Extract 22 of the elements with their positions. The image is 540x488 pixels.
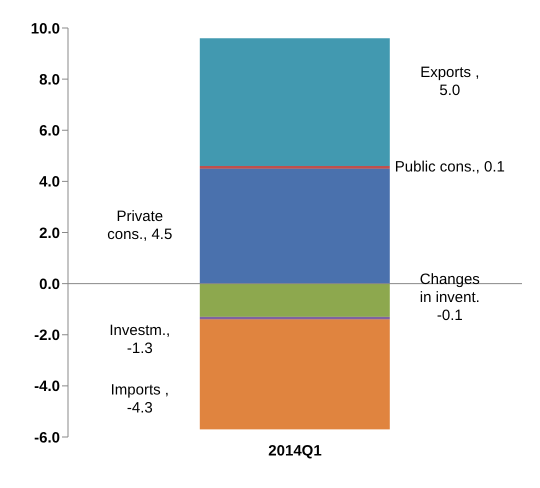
y-tick-label: -2.0 (34, 327, 60, 344)
bar (200, 284, 390, 317)
annotation: Exports , 5.0 (420, 64, 480, 100)
y-tick-label: 10.0 (30, 20, 60, 38)
y-tick-label: 0.0 (39, 276, 60, 293)
bar (200, 319, 390, 430)
y-tick-label: 8.0 (39, 71, 60, 88)
y-tick-label: 4.0 (39, 174, 60, 191)
y-tick-label: 2.0 (39, 224, 60, 242)
bar (200, 168, 390, 284)
annotation: Private cons., 4.5 (107, 208, 172, 244)
y-tick-label: 6.0 (39, 122, 60, 140)
annotation: Changes in invent. -0.1 (420, 271, 480, 324)
bar (200, 316, 390, 320)
bar (200, 38, 390, 166)
y-tick-label: -6.0 (34, 429, 60, 446)
x-tick-label: 2014Q1 (268, 442, 322, 460)
annotation: Investm., -1.3 (109, 322, 170, 358)
annotation: Imports , -4.3 (110, 381, 169, 416)
y-tick-label: -4.0 (34, 378, 60, 396)
bar (200, 166, 390, 169)
annotation: Public cons., 0.1 (394, 158, 505, 176)
